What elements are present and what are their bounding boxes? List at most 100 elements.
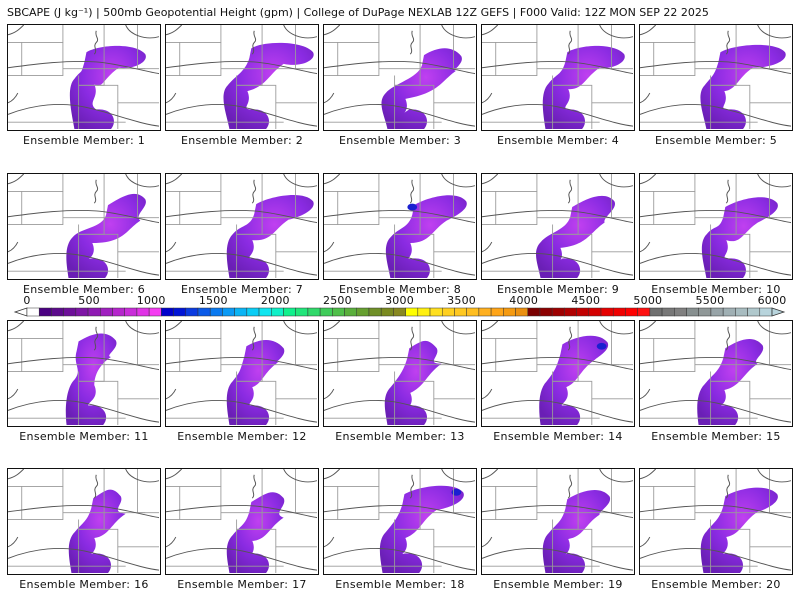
colorbar-segment [234,307,248,317]
ensemble-member-map [481,173,635,280]
colorbar-segment [441,307,455,317]
geopotential-contours [482,174,633,276]
cape-region [536,195,615,278]
colorbar-segment [539,307,553,317]
colorbar-segment [503,307,516,317]
colorbar-segment [124,307,138,317]
colorbar-segment [735,307,748,317]
state-borders [166,25,317,129]
ensemble-member-label: Ensemble Member: 9 [496,283,620,296]
map-svg [166,469,317,573]
cape-field [69,45,146,129]
map-svg [324,469,475,573]
map-svg [8,174,159,278]
colorbar-segment [661,307,675,317]
colorbar-tick-label: 1000 [136,294,166,307]
state-borders [166,469,317,573]
cape-colorbar: 0 500 1000 1500 2000 2500 3000 3500 4000 4500 5000… [0,294,800,318]
state-borders [8,469,159,573]
colorbar-segment [466,307,480,317]
map-svg [640,174,791,278]
colorbar-segment [649,307,663,317]
cape-region [697,339,764,425]
cape-field [536,195,615,278]
geopotential-contours [166,174,317,276]
geopotential-contours [166,25,317,127]
cape-peak [407,203,418,211]
ensemble-member-label: Ensemble Member: 3 [338,134,462,147]
colorbar-segment [625,307,638,317]
colorbar-segment [161,307,174,317]
map-svg [166,174,317,278]
geopotential-contours [324,25,475,127]
colorbar-segment [344,307,358,317]
ensemble-member-label: Ensemble Member: 13 [335,430,465,443]
colorbar-tick-label: 4000 [509,294,539,307]
ensemble-member-map [639,468,793,575]
colorbar-segment [576,307,590,317]
colorbar-segment [75,307,89,317]
ensemble-member-label: Ensemble Member: 18 [335,578,465,591]
colorbar-tick-label: 0 [23,294,31,307]
ensemble-member-label: Ensemble Member: 5 [654,134,778,147]
colorbar-segment [148,307,162,317]
colorbar-tick-label: 3000 [385,294,414,307]
state-borders [640,321,791,425]
cape-field [701,197,778,278]
cape-region [701,197,778,278]
geopotential-contours [324,321,475,423]
map-svg [640,321,791,425]
cape-region [226,339,285,425]
cape-region [700,487,778,573]
colorbar-segment [747,307,761,317]
colorbar-segment [26,307,40,317]
colorbar-segment [710,307,724,317]
colorbar-segment [478,307,492,317]
cape-region [542,489,611,573]
colorbar-tick-label: 1500 [198,294,228,307]
ensemble-member-map [165,173,319,280]
cape-field [539,335,609,425]
colorbar-segment [173,307,187,317]
cape-region [65,333,117,425]
colorbar-segment [319,307,333,317]
colorbar-segment [405,307,419,317]
colorbar-tick-label: 3500 [447,294,476,307]
geopotential-contours [324,469,475,571]
state-borders [482,321,633,425]
colorbar-tick-label: 2000 [260,294,290,307]
ensemble-member-map [481,24,635,131]
colorbar-segment [271,307,284,317]
geopotential-contours [640,321,791,423]
cape-field [700,44,786,129]
cape-peak [596,342,607,350]
colorbar-segment [332,307,345,317]
cape-field [700,487,778,573]
map-svg [640,25,791,129]
colorbar-segment [283,307,296,317]
cape-region [539,335,609,425]
ensemble-member-map [7,24,161,131]
cape-region [381,48,462,129]
cape-field [697,339,764,425]
colorbar-segment [100,307,113,317]
ensemble-member-label: Ensemble Member: 6 [22,283,146,296]
state-borders [166,321,317,425]
ensemble-member-map [639,24,793,131]
state-borders [8,321,159,425]
ensemble-member-label: Ensemble Member: 8 [338,283,462,296]
cape-field [66,193,146,278]
ensemble-member-map [481,468,635,575]
ensemble-member-label: Ensemble Member: 14 [493,430,623,443]
map-svg [640,469,791,573]
map-svg [8,321,159,425]
colorbar-segment [87,307,101,317]
colorbar-segment [295,307,309,317]
colorbar-segment [197,307,211,317]
cape-region [384,340,442,425]
colorbar-graphic [13,307,786,317]
ensemble-member-map [323,173,477,280]
state-borders [640,25,791,129]
map-svg [8,25,159,129]
ensemble-member-label: Ensemble Member: 4 [496,134,620,147]
